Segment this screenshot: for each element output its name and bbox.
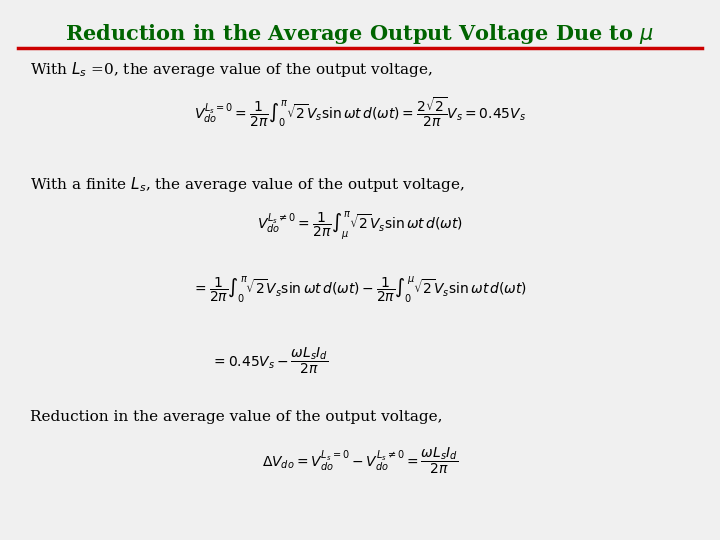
Text: $= 0.45V_s - \dfrac{\omega L_s I_d}{2\pi}$: $= 0.45V_s - \dfrac{\omega L_s I_d}{2\pi… (211, 345, 329, 376)
Text: With $L_s$ =0, the average value of the output voltage,: With $L_s$ =0, the average value of the … (30, 60, 433, 79)
Text: $= \dfrac{1}{2\pi}\int_0^{\pi}\sqrt{2}V_s \sin\omega t\, d(\omega t) - \dfrac{1}: $= \dfrac{1}{2\pi}\int_0^{\pi}\sqrt{2}V_… (192, 275, 528, 306)
Text: With a finite $L_s$, the average value of the output voltage,: With a finite $L_s$, the average value o… (30, 175, 465, 194)
Text: $\Delta V_{do} = V_{do}^{L_s=0} - V_{do}^{L_s\neq 0} = \dfrac{\omega L_s I_d}{2\: $\Delta V_{do} = V_{do}^{L_s=0} - V_{do}… (262, 445, 458, 476)
Text: $V_{do}^{L_s=0} = \dfrac{1}{2\pi}\int_0^{\pi}\sqrt{2}V_s \sin\omega t\, d(\omega: $V_{do}^{L_s=0} = \dfrac{1}{2\pi}\int_0^… (194, 95, 526, 129)
Text: Reduction in the average value of the output voltage,: Reduction in the average value of the ou… (30, 410, 443, 424)
Text: Reduction in the Average Output Voltage Due to $\mu$: Reduction in the Average Output Voltage … (66, 22, 654, 46)
Text: $V_{do}^{L_s\neq 0} = \dfrac{1}{2\pi}\int_{\mu}^{\pi}\sqrt{2}V_s \sin\omega t\, : $V_{do}^{L_s\neq 0} = \dfrac{1}{2\pi}\in… (257, 210, 463, 242)
